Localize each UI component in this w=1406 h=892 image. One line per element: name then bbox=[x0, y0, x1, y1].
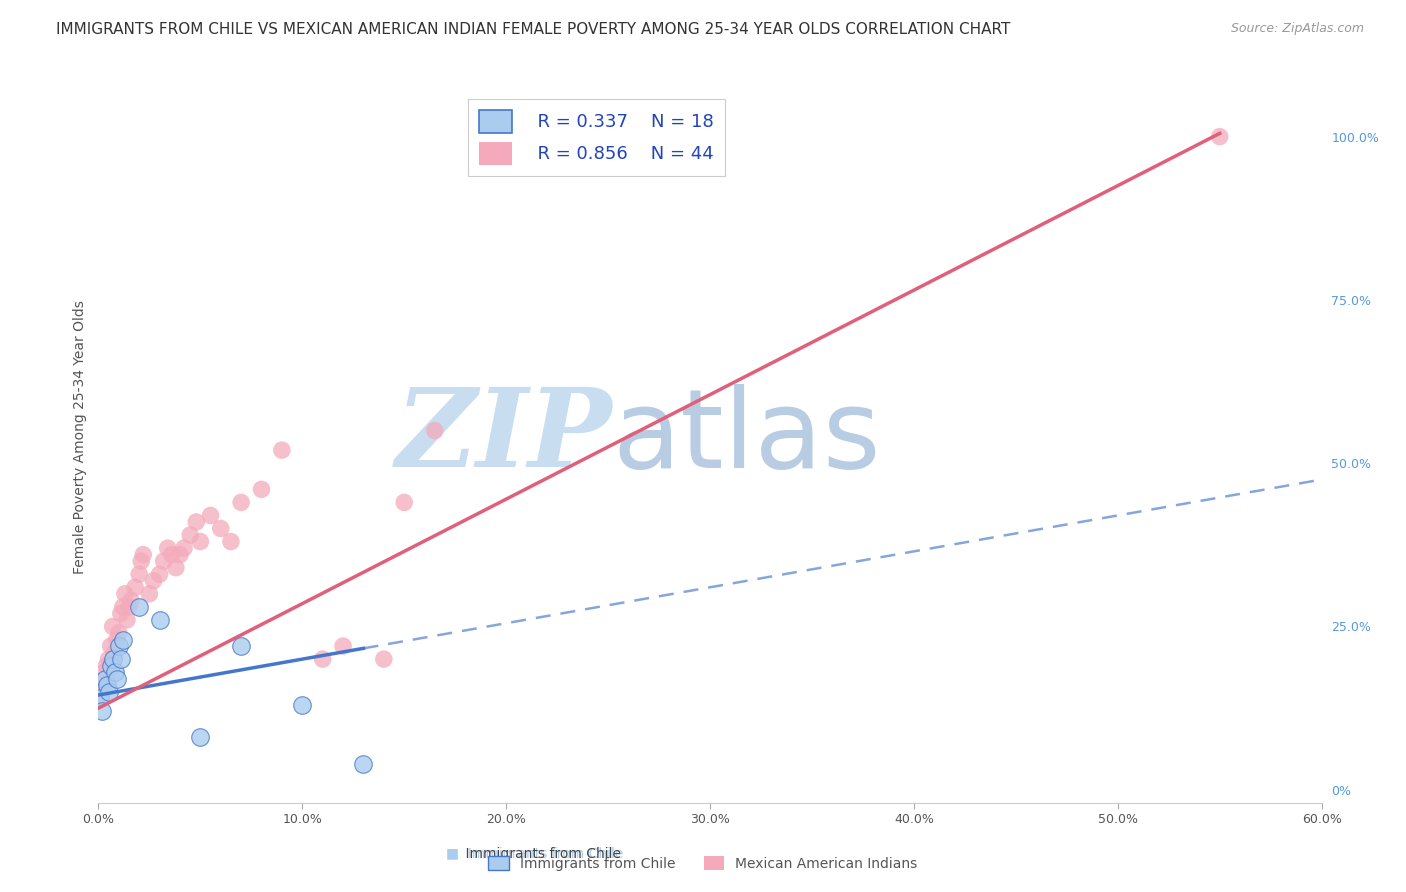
Text: ■  Immigrants from Chile: ■ Immigrants from Chile bbox=[446, 847, 623, 861]
Point bbox=[352, 756, 374, 771]
Point bbox=[128, 599, 150, 614]
Point bbox=[91, 678, 114, 692]
Point bbox=[105, 672, 128, 686]
Point bbox=[173, 541, 195, 555]
Point bbox=[250, 483, 273, 497]
Point bbox=[89, 691, 111, 706]
Point bbox=[231, 495, 253, 509]
Point bbox=[186, 515, 208, 529]
Point bbox=[105, 632, 128, 647]
Point bbox=[142, 574, 165, 588]
Point bbox=[89, 691, 111, 706]
Point bbox=[392, 495, 416, 509]
Point bbox=[165, 560, 187, 574]
Point bbox=[132, 548, 155, 562]
Point bbox=[209, 521, 232, 535]
Point bbox=[114, 587, 136, 601]
Point bbox=[124, 580, 146, 594]
Point bbox=[373, 652, 395, 666]
Point bbox=[101, 652, 124, 666]
Point bbox=[156, 541, 179, 555]
Point bbox=[179, 528, 201, 542]
Text: Source: ZipAtlas.com: Source: ZipAtlas.com bbox=[1230, 22, 1364, 36]
Point bbox=[110, 607, 132, 621]
Text: Immigrants from Chile: Immigrants from Chile bbox=[447, 847, 621, 861]
Point bbox=[149, 567, 172, 582]
Point bbox=[104, 665, 127, 680]
Point bbox=[104, 646, 127, 660]
Point bbox=[188, 534, 212, 549]
Legend:   R = 0.337    N = 18,   R = 0.856    N = 44: R = 0.337 N = 18, R = 0.856 N = 44 bbox=[468, 99, 724, 176]
Legend: Immigrants from Chile, Mexican American Indians: Immigrants from Chile, Mexican American … bbox=[482, 850, 924, 876]
Point bbox=[97, 685, 120, 699]
Point bbox=[332, 639, 354, 653]
Point bbox=[129, 554, 152, 568]
Point bbox=[101, 619, 124, 633]
Point bbox=[96, 678, 118, 692]
Point bbox=[111, 599, 134, 614]
Point bbox=[108, 639, 131, 653]
Point bbox=[128, 567, 150, 582]
Point bbox=[115, 613, 138, 627]
Point bbox=[91, 705, 114, 719]
Point bbox=[270, 443, 294, 458]
Text: atlas: atlas bbox=[612, 384, 880, 491]
Y-axis label: Female Poverty Among 25-34 Year Olds: Female Poverty Among 25-34 Year Olds bbox=[73, 300, 87, 574]
Point bbox=[152, 554, 174, 568]
Point bbox=[118, 599, 141, 614]
Point bbox=[291, 698, 314, 712]
Point bbox=[219, 534, 242, 549]
Point bbox=[97, 652, 120, 666]
Point bbox=[93, 665, 115, 680]
Point bbox=[110, 652, 132, 666]
Text: ZIP: ZIP bbox=[395, 384, 612, 491]
Point bbox=[188, 731, 212, 745]
Point bbox=[200, 508, 222, 523]
Point bbox=[169, 548, 191, 562]
Point bbox=[1209, 129, 1232, 144]
Point bbox=[100, 658, 122, 673]
Point bbox=[120, 593, 142, 607]
Text: IMMIGRANTS FROM CHILE VS MEXICAN AMERICAN INDIAN FEMALE POVERTY AMONG 25-34 YEAR: IMMIGRANTS FROM CHILE VS MEXICAN AMERICA… bbox=[56, 22, 1011, 37]
Point bbox=[160, 548, 183, 562]
Point bbox=[96, 658, 118, 673]
Point bbox=[149, 613, 172, 627]
Point bbox=[108, 626, 131, 640]
Point bbox=[100, 639, 122, 653]
Point bbox=[138, 587, 160, 601]
Point bbox=[93, 672, 115, 686]
Point bbox=[312, 652, 335, 666]
Point bbox=[231, 639, 253, 653]
Point bbox=[111, 632, 134, 647]
Point bbox=[423, 424, 446, 438]
